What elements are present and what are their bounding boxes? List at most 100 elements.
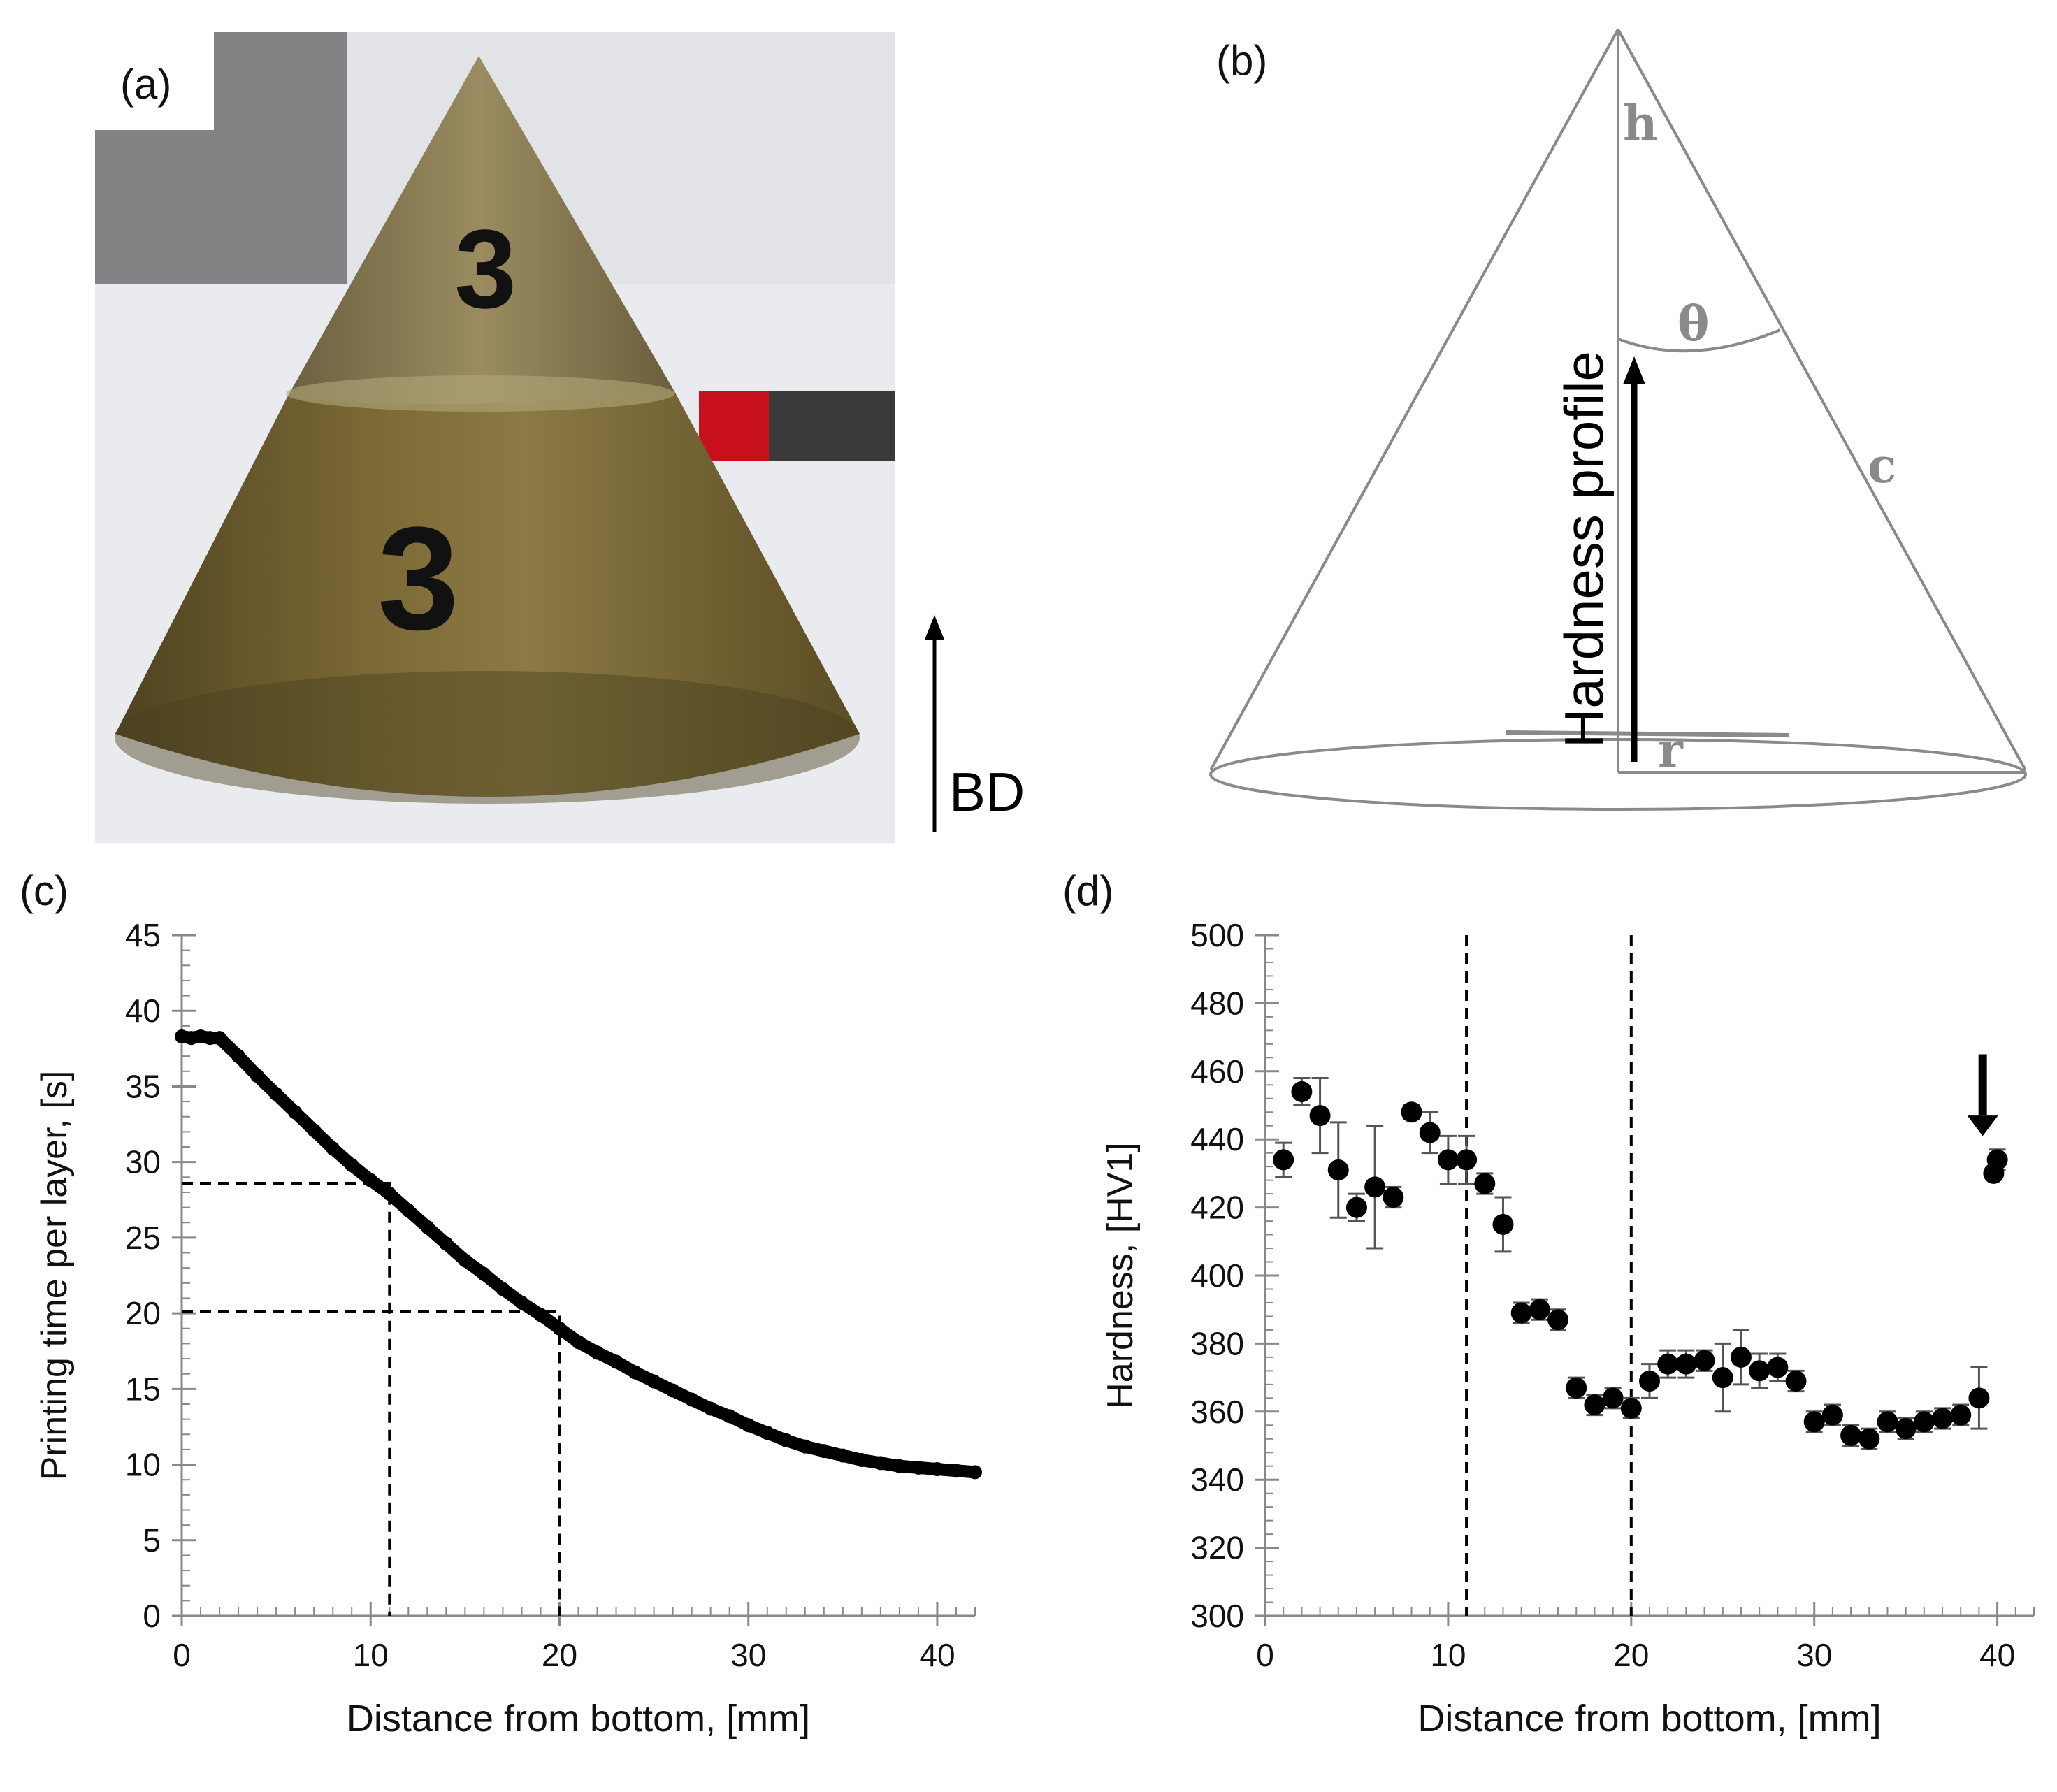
y-tick-label: 40 — [125, 992, 161, 1029]
data-point — [1620, 1397, 1642, 1419]
x-tick-label: 30 — [1796, 1637, 1832, 1673]
data-point — [1877, 1411, 1898, 1433]
data-point — [854, 1453, 869, 1468]
bd-label: BD — [949, 761, 1025, 823]
panel-b-label: (b) — [1216, 37, 1268, 84]
data-point — [1785, 1370, 1807, 1392]
y-tick-label: 460 — [1190, 1053, 1244, 1090]
data-point — [665, 1383, 680, 1398]
data-point — [703, 1401, 718, 1416]
data-point — [458, 1253, 472, 1268]
data-point — [1803, 1411, 1825, 1433]
label-c: c — [1868, 438, 1896, 494]
data-point — [1273, 1149, 1294, 1171]
data-point — [345, 1157, 359, 1172]
data-point — [363, 1173, 378, 1187]
y-tick-label: 300 — [1190, 1598, 1244, 1634]
cone-diagram: h θ c r Hardness profile — [1209, 29, 2027, 811]
y-tick-label: 500 — [1190, 917, 1244, 953]
data-point — [571, 1335, 586, 1350]
data-point — [590, 1345, 605, 1360]
data-point — [1730, 1346, 1752, 1368]
data-point — [930, 1462, 944, 1477]
y-tick-label: 320 — [1190, 1530, 1244, 1566]
panel-d-label: (d) — [1062, 867, 1114, 914]
data-point — [1456, 1149, 1478, 1171]
panel-b: h θ c r Hardness profile (b) — [1090, 0, 2057, 860]
data-point — [797, 1439, 812, 1454]
y-tick-label: 400 — [1190, 1257, 1244, 1294]
x-tick-label: 40 — [1979, 1637, 2015, 1673]
chart-hardness: 300 320 340 360 380 400 420 440 460 480 500 0 10 20 30… — [1100, 917, 2035, 1740]
hardness-profile-label: Hardness profile — [1553, 351, 1615, 748]
y-tick-label: 380 — [1190, 1325, 1244, 1361]
y-tick-label: 360 — [1190, 1394, 1244, 1430]
data-point — [911, 1460, 925, 1475]
data-point — [1712, 1367, 1733, 1389]
label-h: h — [1623, 96, 1657, 152]
data-point — [288, 1105, 303, 1120]
data-point — [1309, 1105, 1331, 1127]
series-line — [175, 1030, 981, 1479]
x-tick-label: 10 — [1430, 1637, 1466, 1673]
marking-bottom: 3 — [377, 496, 459, 660]
label-theta: θ — [1677, 296, 1709, 352]
data-point — [1383, 1186, 1404, 1208]
data-point — [1675, 1353, 1697, 1375]
y-tick-label: 35 — [125, 1068, 161, 1104]
panel-d: 300 320 340 360 380 400 420 440 460 480 500 0 10 20 30… — [1027, 860, 2057, 1789]
panel-c-label: (c) — [20, 867, 68, 914]
data-point — [1749, 1360, 1770, 1382]
data-point — [628, 1365, 642, 1380]
data-point — [496, 1282, 510, 1296]
data-point — [1950, 1404, 1972, 1426]
data-point — [873, 1456, 888, 1471]
x-tick-label: 40 — [919, 1637, 955, 1673]
cone-photo: 3 3 BD — [95, 32, 1025, 843]
y-tick-label: 15 — [125, 1371, 161, 1407]
data-point — [760, 1426, 774, 1440]
panel-a: 3 3 BD (a) — [0, 0, 1090, 860]
data-point — [741, 1418, 756, 1433]
data-point — [212, 1031, 227, 1046]
data-point — [722, 1409, 737, 1424]
panel-c: 0 5 10 15 20 25 30 35 40 45 0 10 20 30 40 Distance from… — [0, 860, 1027, 1789]
data-point — [1821, 1404, 1843, 1426]
panel-a-label: (a) — [120, 61, 172, 108]
data-point — [1913, 1411, 1935, 1433]
data-point — [1584, 1394, 1605, 1416]
annotation-arrow-head — [1967, 1115, 1998, 1136]
data-point — [1492, 1213, 1514, 1235]
reference-line — [182, 1181, 391, 1616]
data-point — [1657, 1353, 1679, 1375]
data-point — [1364, 1176, 1386, 1198]
data-point — [1437, 1149, 1459, 1171]
data-point — [948, 1464, 963, 1478]
label-r: r — [1658, 723, 1684, 779]
y-tick-label: 420 — [1190, 1190, 1244, 1226]
data-point — [1345, 1197, 1367, 1218]
y-tick-label: 340 — [1190, 1461, 1244, 1498]
y-tick-label: 20 — [125, 1295, 161, 1331]
data-point — [1895, 1418, 1917, 1440]
data-point — [420, 1220, 435, 1234]
x-tick-label: 30 — [730, 1637, 766, 1673]
y-axis-label: Hardness, [HV1] — [1100, 1142, 1141, 1409]
data-point — [552, 1321, 567, 1336]
data-point — [1767, 1357, 1789, 1378]
x-axis-label: Distance from bottom, [mm] — [347, 1698, 810, 1740]
data-point — [269, 1087, 284, 1101]
data-point — [533, 1308, 548, 1322]
data-point — [1858, 1428, 1880, 1450]
y-tick-label: 30 — [125, 1144, 161, 1180]
x-tick-label: 10 — [353, 1637, 389, 1673]
data-point — [647, 1374, 661, 1389]
y-tick-label: 480 — [1190, 985, 1244, 1021]
data-point — [1419, 1122, 1441, 1143]
data-point — [1291, 1081, 1313, 1103]
data-point — [477, 1266, 491, 1281]
data-point — [816, 1444, 831, 1459]
data-point — [779, 1433, 793, 1447]
x-tick-label: 0 — [1256, 1637, 1274, 1673]
data-point — [1932, 1408, 1954, 1429]
